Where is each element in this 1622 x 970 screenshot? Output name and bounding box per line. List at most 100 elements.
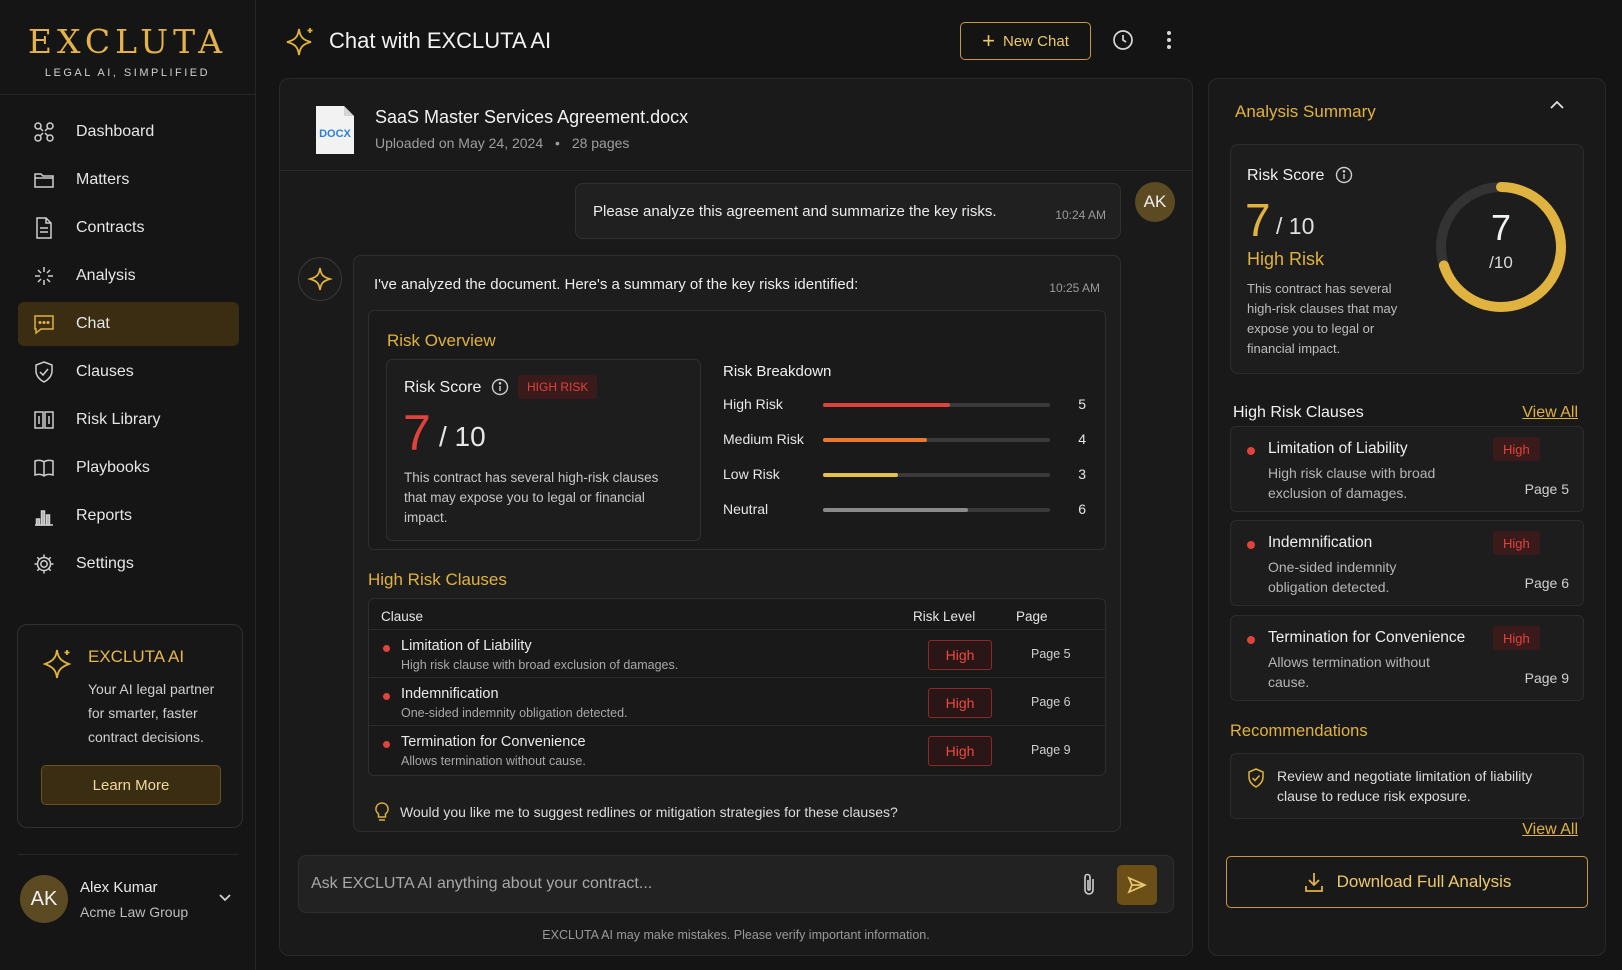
learn-more-button[interactable]: Learn More <box>41 765 221 805</box>
sidebar-item-dashboard[interactable]: Dashboard <box>18 110 239 154</box>
risk-score-description: This contract has several high-risk clau… <box>404 470 659 525</box>
breakdown-value: 5 <box>1078 396 1086 412</box>
history-icon[interactable] <box>1109 26 1137 54</box>
view-all-clauses-link[interactable]: View All <box>1522 404 1578 421</box>
info-icon[interactable] <box>491 378 509 396</box>
high-risk-clauses-table: Clause Risk Level Page Limitation of Lia… <box>368 598 1106 776</box>
chevron-up-icon[interactable] <box>1549 99 1565 111</box>
risk-score-max: / 10 <box>1276 213 1315 239</box>
clause-card[interactable]: Termination for Convenience Allows termi… <box>1230 615 1584 701</box>
table-row[interactable]: Indemnification One-sided indemnity obli… <box>369 677 1105 727</box>
clause-page: Page 6 <box>1524 575 1569 591</box>
breakdown-row: Medium Risk 4 <box>723 425 1088 460</box>
breakdown-bar-fill <box>823 473 898 477</box>
sidebar-item-chat[interactable]: Chat <box>18 302 239 346</box>
docx-type-label: DOCX <box>319 128 351 140</box>
risk-level-badge: High <box>928 688 992 718</box>
high-risk-clauses-title: High Risk Clauses <box>368 570 507 589</box>
sidebar-item-label: Matters <box>76 171 130 188</box>
more-options-icon[interactable] <box>1155 26 1183 54</box>
clause-description: Allows termination without cause. <box>401 754 586 768</box>
clause-page[interactable]: Page 9 <box>1031 743 1071 757</box>
chat-input[interactable] <box>311 866 1041 902</box>
bar-chart-icon <box>32 504 56 528</box>
docx-file-icon: DOCX <box>314 104 356 156</box>
avatar: AK <box>1135 182 1175 222</box>
breakdown-value: 3 <box>1078 466 1086 482</box>
sidebar-item-label: Settings <box>76 555 134 572</box>
clause-page: Page 9 <box>1524 670 1569 686</box>
brand: EXCLUTA LEGAL AI, SIMPLIFIED <box>0 0 255 95</box>
recommendation-card[interactable]: Review and negotiate limitation of liabi… <box>1230 753 1584 819</box>
info-icon[interactable] <box>1335 166 1353 184</box>
clause-card[interactable]: Limitation of Liability High risk clause… <box>1230 426 1584 512</box>
clause-name: Termination for Convenience <box>401 734 586 750</box>
user-name: Alex Kumar <box>80 879 158 896</box>
book-icon <box>32 456 56 480</box>
risk-score-ring <box>1436 182 1566 312</box>
ai-promo-card: EXCLUTA AI Your AI legal partner for sma… <box>17 624 243 828</box>
risk-dot <box>1247 636 1255 644</box>
chevron-down-icon[interactable] <box>218 892 232 902</box>
clause-card[interactable]: Indemnification One-sided indemnity obli… <box>1230 520 1584 606</box>
view-all-recommendations-link[interactable]: View All <box>1522 821 1578 838</box>
clause-description: One-sided indemnity obligation detected. <box>1268 559 1397 595</box>
paperclip-icon[interactable] <box>1081 872 1097 898</box>
risk-level-badge: High <box>928 640 992 670</box>
breakdown-bar <box>823 438 1050 442</box>
clause-page[interactable]: Page 5 <box>1031 647 1071 661</box>
gear-icon <box>32 552 56 576</box>
risk-score-max: / 10 <box>439 421 486 452</box>
user-profile[interactable]: AK Alex Kumar Acme Law Group <box>18 854 238 954</box>
risk-dot <box>383 741 390 748</box>
brand-logo[interactable]: EXCLUTA <box>27 22 228 61</box>
risk-score-description: This contract has several high-risk clau… <box>1247 281 1398 356</box>
clause-name: Limitation of Liability <box>1268 440 1408 457</box>
sidebar-item-playbooks[interactable]: Playbooks <box>18 446 239 490</box>
clause-page: Page 5 <box>1524 481 1569 497</box>
document-meta: Uploaded on May 24, 2024 • 28 pages <box>375 135 629 151</box>
risk-score-card: Risk Score 7 / 10 High Risk This contrac… <box>1230 144 1584 374</box>
sidebar-item-reports[interactable]: Reports <box>18 494 239 538</box>
breakdown-row: High Risk 5 <box>723 390 1088 425</box>
sidebar-item-analysis[interactable]: Analysis <box>18 254 239 298</box>
plus-icon: + <box>982 28 995 53</box>
sidebar-item-matters[interactable]: Matters <box>18 158 239 202</box>
download-label: Download Full Analysis <box>1336 872 1512 891</box>
message-timestamp: 10:24 AM <box>1055 208 1106 222</box>
sidebar-item-clauses[interactable]: Clauses <box>18 350 239 394</box>
page-count: 28 pages <box>571 135 630 151</box>
sidebar-item-risk-library[interactable]: Risk Library <box>18 398 239 442</box>
sidebar-item-settings[interactable]: Settings <box>18 542 239 586</box>
sidebar-item-label: Contracts <box>76 219 145 236</box>
ai-message: I've analyzed the document. Here's a sum… <box>353 255 1121 832</box>
risk-dot <box>383 645 390 652</box>
risk-score-ring-arc <box>1436 182 1566 312</box>
sidebar-item-label: Analysis <box>76 267 136 284</box>
document-name[interactable]: SaaS Master Services Agreement.docx <box>375 107 689 127</box>
status-badge: HIGH RISK <box>518 375 598 399</box>
library-icon <box>32 408 56 432</box>
download-full-analysis-button[interactable]: Download Full Analysis <box>1226 856 1588 908</box>
chat-panel: DOCX SaaS Master Services Agreement.docx… <box>279 78 1193 956</box>
breakdown-value: 6 <box>1078 501 1086 517</box>
risk-score-card: Risk Score HIGH RISK 7 / 10 This contrac… <box>386 359 701 541</box>
send-button[interactable] <box>1117 865 1157 905</box>
upload-date: Uploaded on May 24, 2024 <box>375 135 544 151</box>
clause-name: Indemnification <box>1268 534 1373 551</box>
sidebar-item-contracts[interactable]: Contracts <box>18 206 239 250</box>
table-row[interactable]: Limitation of Liability High risk clause… <box>369 629 1105 679</box>
new-chat-button[interactable]: + New Chat <box>960 22 1091 60</box>
table-row[interactable]: Termination for Convenience Allows termi… <box>369 725 1105 775</box>
clause-name: Termination for Convenience <box>1268 629 1466 646</box>
shield-icon <box>32 360 56 384</box>
meta-separator: • <box>555 135 560 151</box>
risk-overview-title: Risk Overview <box>387 331 496 350</box>
breakdown-value: 4 <box>1078 431 1086 447</box>
risk-breakdown: Risk Breakdown High Risk 5 Medium Risk 4… <box>723 363 1088 530</box>
clause-description: High risk clause with broad exclusion of… <box>401 658 679 672</box>
breakdown-label: Low Risk <box>723 466 780 482</box>
clause-page[interactable]: Page 6 <box>1031 695 1071 709</box>
ai-suggestion[interactable]: Would you like me to suggest redlines or… <box>374 802 898 822</box>
chat-icon <box>32 312 56 336</box>
